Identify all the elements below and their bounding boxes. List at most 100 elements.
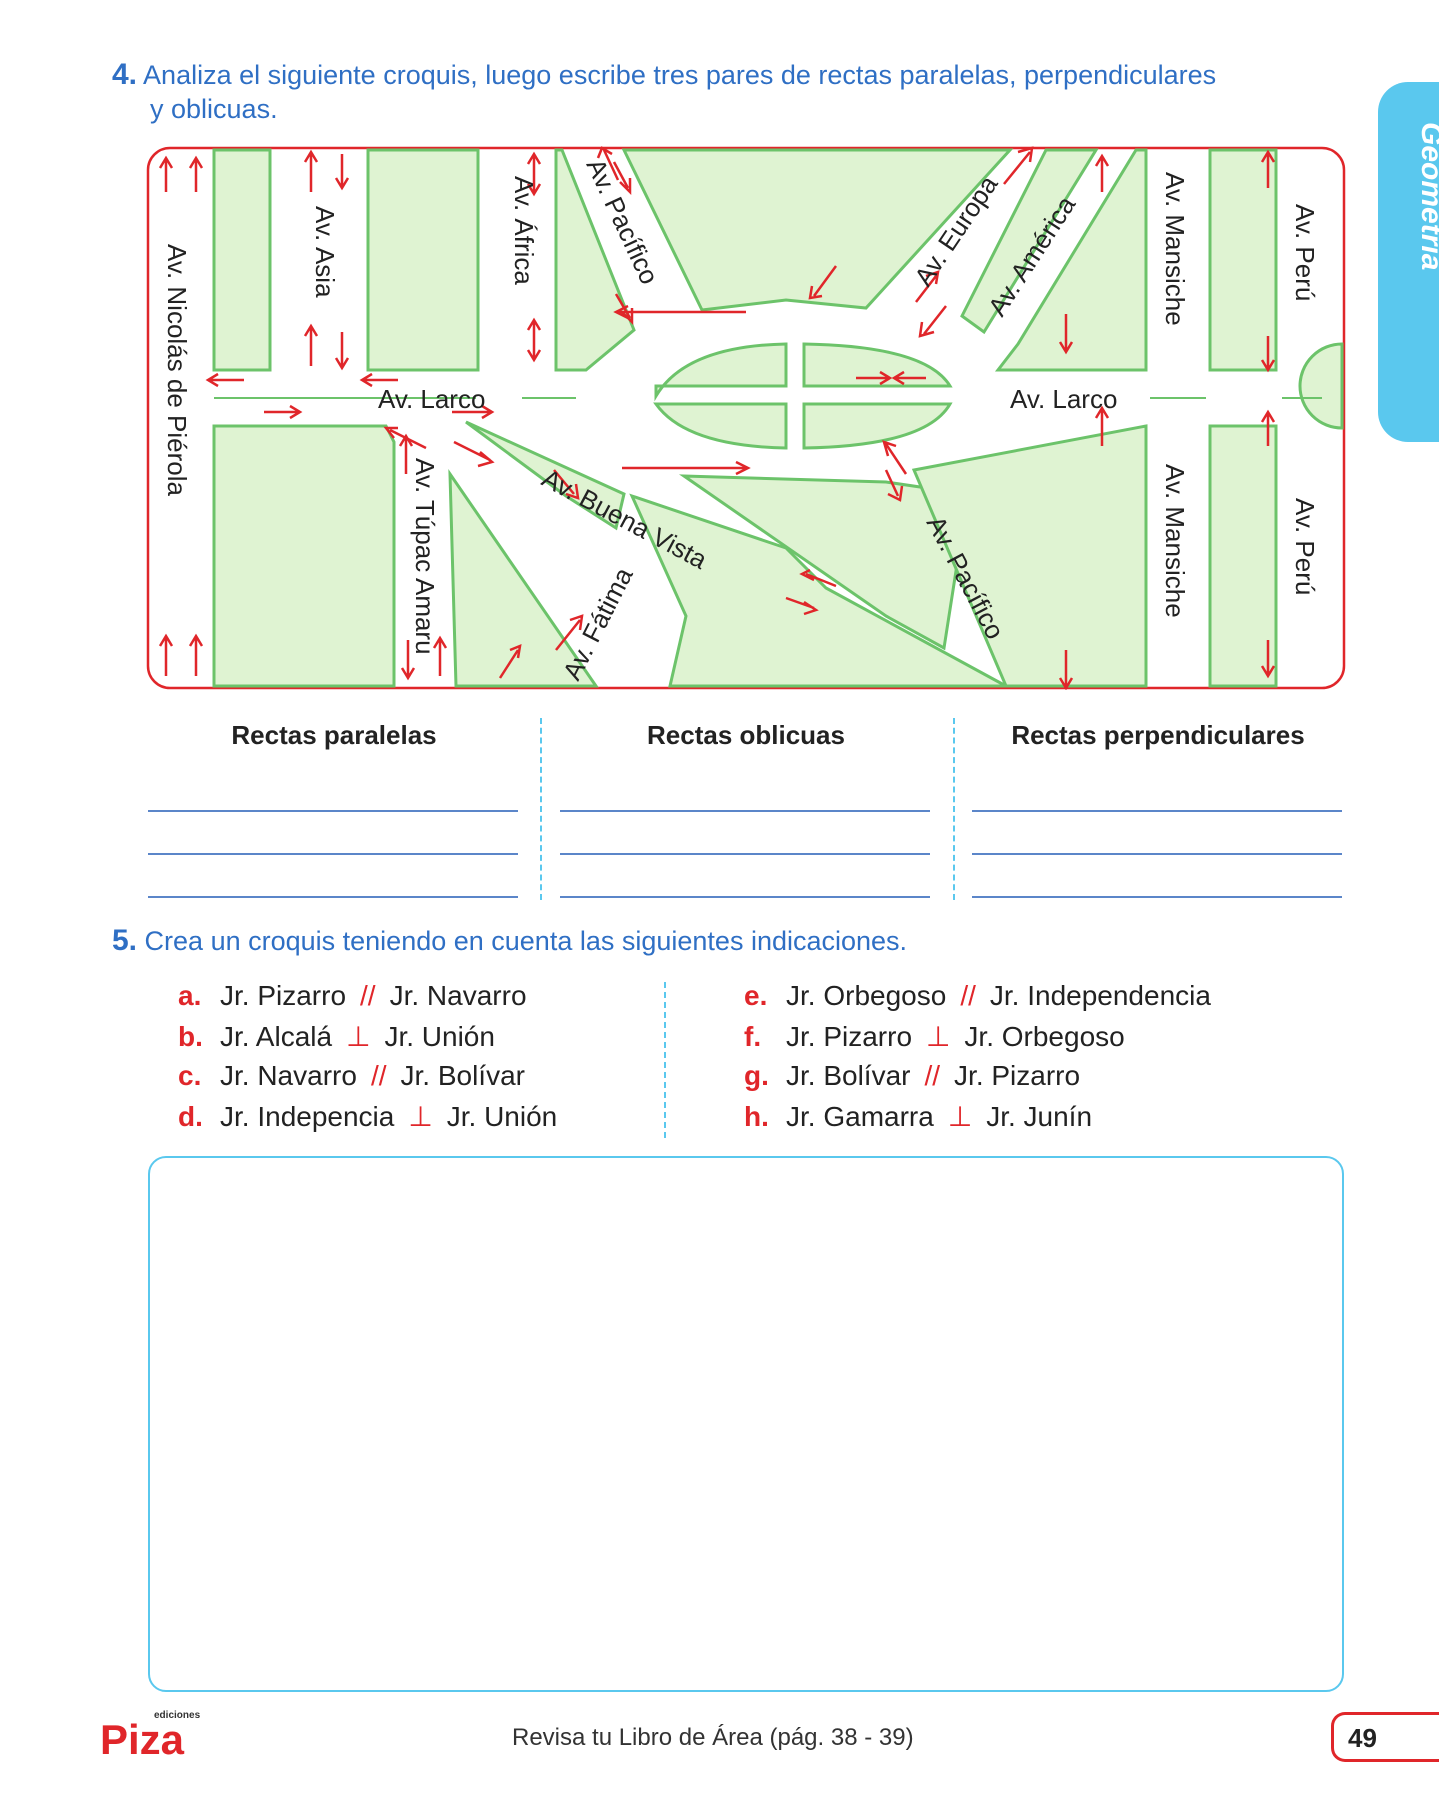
ellipse-q1 (654, 342, 788, 402)
item-street-a: Jr. Pizarro (786, 1021, 913, 1052)
label-av-africa: Av. África (509, 176, 539, 285)
ellipse-q4 (802, 402, 953, 450)
side-tab-text: Geometría (1415, 122, 1439, 270)
block-6 (994, 148, 1148, 372)
indication-item: b. Jr. Alcalá ⊥ Jr. Unión (178, 1020, 495, 1053)
page-number-box: 49 (1331, 1712, 1439, 1762)
street-map: Av. Nicolás de Piérola Av. Asia Av. Áfri… (146, 146, 1346, 690)
indication-item: h. Jr. Gamarra ⊥ Jr. Junín (744, 1100, 1092, 1133)
label-av-larco-right: Av. Larco (1010, 384, 1117, 414)
item-street-a: Jr. Navarro (220, 1060, 357, 1091)
item-street-a: Jr. Gamarra (786, 1101, 934, 1132)
indication-item: c. Jr. Navarro // Jr. Bolívar (178, 1060, 525, 1092)
label-av-peru-bottom: Av. Perú (1290, 498, 1320, 595)
side-tab-label: Geometría (1415, 122, 1439, 270)
direction-arrows (158, 146, 1276, 690)
label-av-asia: Av. Asia (310, 206, 340, 298)
question-5-number: 5. (112, 924, 138, 957)
item-street-b: Jr. Independencia (989, 980, 1211, 1011)
ellipse-q3 (653, 402, 788, 450)
item-street-a: Jr. Indepencia (220, 1101, 395, 1132)
item-street-a: Jr. Alcalá (220, 1021, 333, 1052)
sketch-drawing-area[interactable] (148, 1156, 1344, 1692)
header-rectas-perpendiculares: Rectas perpendiculares (1011, 720, 1305, 750)
block-7 (1208, 148, 1278, 372)
block-15 (1208, 424, 1278, 688)
question-5: 5. Crea un croquis teniendo en cuenta la… (112, 924, 1212, 958)
block-8 (1298, 342, 1344, 430)
parallel-symbol: // (360, 980, 376, 1011)
answer-line-paralelas-1[interactable] (148, 810, 518, 812)
side-tab (1378, 82, 1439, 442)
item-letter: b. (178, 1021, 203, 1052)
item-street-b: Jr. Unión (446, 1101, 558, 1132)
item-street-b: Jr. Unión (384, 1021, 495, 1052)
question-4-text-line1: Analiza el siguiente croquis, luego escr… (143, 60, 1217, 90)
label-av-mansiche-top: Av. Mansiche (1160, 172, 1190, 326)
answer-line-paralelas-3[interactable] (148, 896, 518, 898)
question-4-text-line2: y oblicuas. (150, 94, 278, 124)
block-9 (212, 424, 396, 688)
block-10 (448, 468, 599, 688)
label-av-tupac: Av. Túpac Amaru (410, 458, 440, 655)
question-4-number: 4. (112, 58, 138, 91)
item-letter: a. (178, 980, 202, 1011)
answer-line-paralelas-2[interactable] (148, 853, 518, 855)
footer-reference: Revisa tu Libro de Área (pág. 38 - 39) (512, 1724, 914, 1751)
piza-logo: ediciones Piza (100, 1710, 201, 1762)
answer-line-perpendiculares-1[interactable] (972, 810, 1342, 812)
parallel-symbol: // (960, 980, 976, 1011)
question-4: 4. Analiza el siguiente croquis, luego e… (112, 58, 1352, 126)
page-number: 49 (1348, 1723, 1377, 1753)
block-5 (960, 148, 1099, 335)
answer-line-oblicuas-1[interactable] (560, 810, 930, 812)
item-street-b: Jr. Junín (986, 1101, 1093, 1132)
block-11 (465, 420, 626, 531)
answer-line-perpendiculares-2[interactable] (972, 853, 1342, 855)
item-street-b: Jr. Orbegoso (964, 1021, 1125, 1052)
column-divider (540, 718, 542, 900)
label-av-larco-left: Av. Larco (378, 384, 485, 414)
item-letter: e. (744, 980, 768, 1011)
answer-line-perpendiculares-3[interactable] (972, 896, 1342, 898)
logo-small-text: ediciones (154, 1710, 201, 1721)
answer-line-oblicuas-3[interactable] (560, 896, 930, 898)
item-street-a: Jr. Orbegoso (786, 980, 947, 1011)
item-street-a: Jr. Pizarro (220, 980, 347, 1011)
item-street-b: Jr. Bolívar (400, 1060, 525, 1091)
perpendicular-symbol: ⊥ (408, 1101, 433, 1132)
item-letter: g. (744, 1060, 769, 1091)
column-divider (953, 718, 955, 900)
block-4 (621, 148, 1014, 312)
answer-line-oblicuas-2[interactable] (560, 853, 930, 855)
block-1 (212, 148, 272, 372)
item-street-b: Jr. Pizarro (954, 1060, 1081, 1091)
items-divider (664, 982, 666, 1138)
item-letter: d. (178, 1101, 203, 1132)
indication-item: g. Jr. Bolívar // Jr. Pizarro (744, 1060, 1080, 1092)
city-blocks (212, 148, 1344, 688)
block-14 (911, 424, 1148, 688)
question-5-text: Crea un croquis teniendo en cuenta las s… (144, 926, 908, 956)
block-2 (366, 148, 480, 372)
parallel-symbol: // (924, 1060, 941, 1091)
ellipse-q2 (802, 342, 953, 388)
logo-text: Piza (100, 1716, 185, 1762)
parallel-symbol: // (370, 1060, 387, 1091)
perpendicular-symbol: ⊥ (926, 1021, 951, 1052)
perpendicular-symbol: ⊥ (346, 1021, 371, 1052)
block-3 (554, 148, 636, 372)
label-av-nicolas: Av. Nicolás de Piérola (162, 244, 192, 496)
indication-item: f. Jr. Pizarro ⊥ Jr. Orbegoso (744, 1020, 1125, 1053)
item-letter: c. (178, 1060, 202, 1091)
perpendicular-symbol: ⊥ (947, 1101, 973, 1132)
indication-item: a. Jr. Pizarro // Jr. Navarro (178, 980, 527, 1012)
label-av-mansiche-bottom: Av. Mansiche (1160, 464, 1190, 618)
header-rectas-oblicuas: Rectas oblicuas (647, 720, 845, 750)
item-letter: f. (744, 1021, 762, 1052)
header-rectas-paralelas: Rectas paralelas (231, 720, 437, 750)
label-av-peru-top: Av. Perú (1290, 204, 1320, 301)
item-letter: h. (744, 1101, 769, 1132)
item-street-a: Jr. Bolívar (786, 1060, 911, 1091)
item-street-b: Jr. Navarro (389, 980, 527, 1011)
